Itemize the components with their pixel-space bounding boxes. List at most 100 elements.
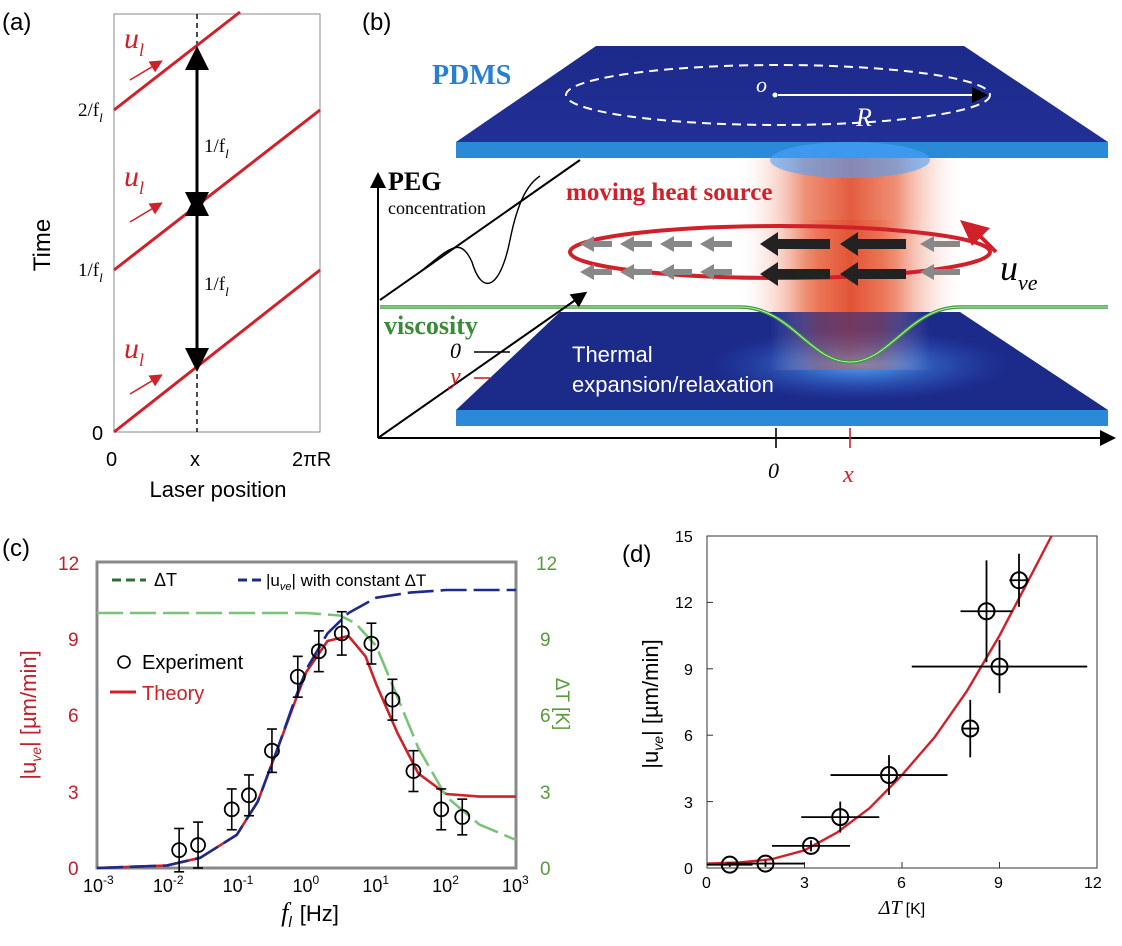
u-ve-label: uve bbox=[1000, 248, 1038, 295]
d-data-point bbox=[720, 855, 739, 874]
trajectory-line-1 bbox=[113, 268, 321, 434]
d-fit-curve bbox=[706, 535, 1053, 865]
c-xtick-0: 10-3 bbox=[83, 873, 114, 896]
heat-source-arrowhead bbox=[960, 220, 990, 246]
c-left-ylabel: |uve| [µm/min] bbox=[16, 650, 44, 779]
panel-a-xtick-0: 0 bbox=[106, 449, 117, 471]
d-tick-x-9: 9 bbox=[994, 875, 1003, 892]
c-experiment-point bbox=[384, 691, 401, 708]
d-tick-x-12: 12 bbox=[1084, 875, 1102, 892]
u-l-arrow-mid bbox=[129, 202, 163, 223]
d-data-point bbox=[831, 808, 850, 827]
c-experiment-point bbox=[310, 643, 327, 660]
center-label: o bbox=[756, 72, 767, 97]
panel-d: (d) 0 3 6 9 12 15 0 3 6 9 12 |uve| [µm/m… bbox=[622, 529, 1102, 919]
c-right-tick-0: 0 bbox=[540, 859, 551, 880]
panel-a-xtick-2piR: 2πR bbox=[292, 449, 331, 471]
panel-a-label: (a) bbox=[2, 9, 31, 36]
d-data-point bbox=[1010, 571, 1028, 590]
heat-source-label: moving heat source bbox=[566, 179, 772, 206]
c-left-tick-9: 9 bbox=[68, 630, 79, 651]
d-data-point bbox=[880, 766, 898, 785]
axis-x-label: x bbox=[842, 462, 854, 488]
legend-exp-marker bbox=[117, 655, 131, 669]
u-l-label-top: ul bbox=[124, 22, 144, 60]
c-left-tick-6: 6 bbox=[68, 706, 79, 727]
c-experiment-point bbox=[190, 837, 206, 853]
concentration-label: concentration bbox=[388, 198, 486, 218]
d-data-point bbox=[961, 719, 980, 738]
c-experiment-point bbox=[363, 635, 380, 652]
legend-exp-label: Experiment bbox=[142, 652, 244, 674]
bottom-slab-edge bbox=[456, 410, 1108, 426]
pdms-top-edge bbox=[456, 142, 1108, 158]
trajectory-line-2 bbox=[113, 108, 321, 272]
d-tick-y-6: 6 bbox=[684, 728, 693, 745]
d-data-point bbox=[802, 836, 820, 855]
heat-source-arrow bbox=[978, 234, 998, 254]
flow-arrows bbox=[580, 232, 960, 286]
d-xlabel: ΔT [K] bbox=[878, 897, 925, 919]
d-data-point bbox=[977, 602, 996, 621]
period-label-upper: 1/fl bbox=[204, 136, 229, 161]
pdms-top-glow bbox=[770, 142, 930, 178]
u-l-arrow-bottom bbox=[129, 374, 163, 395]
y-label: y bbox=[448, 364, 461, 390]
c-right-tick-3: 3 bbox=[540, 783, 551, 804]
d-data-point bbox=[990, 657, 1009, 676]
d-ylabel: |uve| [µm/min] bbox=[638, 639, 666, 768]
pdms-label: PDMS bbox=[432, 60, 511, 91]
c-right-tick-12: 12 bbox=[536, 554, 557, 575]
u-l-label-bottom: ul bbox=[124, 332, 144, 370]
legend-theory-label: Theory bbox=[142, 683, 204, 705]
thermal-label-1: Thermal bbox=[572, 342, 653, 367]
c-left-tick-0: 0 bbox=[68, 859, 79, 880]
c-xtick-1: 10-2 bbox=[153, 873, 184, 896]
zero-y-label: 0 bbox=[450, 338, 461, 363]
legend-uve-label: |uve| with constant ΔT bbox=[266, 571, 426, 593]
legend-dT-label: ΔT bbox=[154, 570, 177, 590]
c-experiment-point bbox=[289, 668, 306, 685]
c-right-ylabel: ΔT [K] bbox=[551, 678, 572, 730]
c-left-tick-12: 12 bbox=[58, 554, 79, 575]
panel-a-ytick-2: 2/fl bbox=[78, 100, 103, 125]
c-series-3 bbox=[97, 611, 517, 842]
c-xtick-6: 103 bbox=[502, 873, 529, 896]
u-l-arrow-top bbox=[129, 60, 163, 81]
panel-c: (c) ΔT |uve| with constant ΔT Experiment… bbox=[2, 535, 572, 931]
d-tick-x-0: 0 bbox=[702, 875, 711, 892]
peg-concentration-curve bbox=[419, 175, 541, 284]
c-right-tick-6: 6 bbox=[540, 706, 551, 727]
u-l-label-mid: ul bbox=[124, 160, 144, 198]
peg-label: PEG bbox=[388, 167, 441, 196]
d-tick-x-6: 6 bbox=[897, 875, 906, 892]
viscosity-curve-highlight bbox=[380, 306, 1108, 363]
c-experiment-point bbox=[405, 763, 422, 779]
panel-a: (a) 1/fl 1/fl ul ul ul Time 0 1/fl 2/fl … bbox=[2, 9, 331, 502]
panel-d-label: (d) bbox=[622, 541, 651, 568]
trajectory-line-3 bbox=[113, 10, 241, 112]
peg-baseline bbox=[379, 159, 581, 301]
panel-a-frame bbox=[113, 13, 321, 433]
panel-a-xtick-x: x bbox=[190, 449, 200, 471]
thermal-label-2: expansion/relaxation bbox=[572, 372, 774, 397]
panel-c-frame bbox=[95, 560, 518, 870]
c-experiment-point bbox=[433, 801, 450, 818]
c-xtick-5: 102 bbox=[432, 873, 459, 896]
c-xtick-4: 101 bbox=[362, 873, 389, 896]
panel-d-frame bbox=[706, 535, 1098, 869]
c-experiment-point bbox=[171, 842, 188, 859]
peg-diagonal-axis bbox=[377, 291, 588, 439]
d-tick-y-9: 9 bbox=[684, 662, 693, 679]
c-experiment-point bbox=[223, 801, 240, 818]
d-tick-y-12: 12 bbox=[675, 595, 693, 612]
panel-b-label: (b) bbox=[362, 9, 391, 36]
panel-a-ytick-0: 0 bbox=[92, 423, 103, 445]
circle-center-dot bbox=[772, 92, 778, 98]
c-xtick-3: 100 bbox=[293, 873, 320, 896]
c-series-2 bbox=[96, 588, 516, 870]
c-xlabel: fl [Hz] bbox=[281, 898, 339, 931]
d-tick-y-0: 0 bbox=[684, 861, 693, 878]
viscosity-label: viscosity bbox=[384, 311, 478, 340]
laser-path-circle bbox=[565, 64, 991, 126]
